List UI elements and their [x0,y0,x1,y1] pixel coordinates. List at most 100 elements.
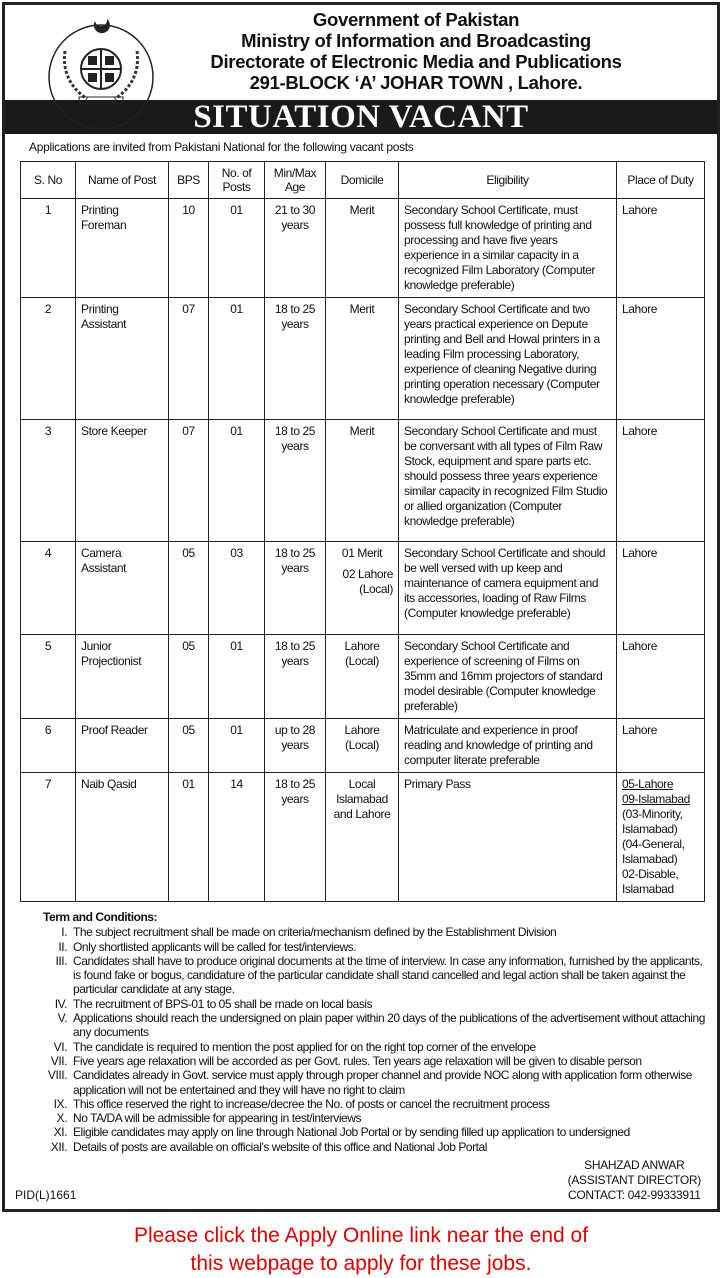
contact-number: CONTACT: 042-99333911 [567,1188,701,1203]
cell-eligibility: Secondary School Certificate, must posse… [398,198,617,298]
table-row: 3 Store Keeper 07 01 18 to 25 years Meri… [20,419,705,542]
term-item: VIII. Candidates already in Govt. service… [43,1068,713,1097]
cell-domicile: Merit [325,419,399,542]
term-item: III. Candidates shall have to produce ori… [43,954,713,997]
cell-place: Lahore [616,198,705,298]
signatory-name: SHAHZAD ANWAR [584,1158,685,1173]
term-text: Details of posts are available on offici… [73,1139,487,1154]
term-number: XI. [53,1125,68,1140]
cell-age: 18 to 25 years [264,772,326,902]
cell-post: Proof Reader [75,718,169,773]
cell-domicile: 01 Merit 02 Lahore (Local) [325,541,399,635]
cell-posts: 01 [208,634,265,719]
footer: PID(L)1661 SHAHZAD ANWAR (ASSISTANT DIRE… [15,1158,701,1203]
advertisement: Government of Pakistan Ministry of Infor… [2,2,720,1213]
domicile-merit: 01 Merit [341,546,383,560]
cell-post: Store Keeper [75,419,169,542]
cell-posts: 14 [208,772,265,902]
cell-bps: 05 [168,718,209,773]
place-islamabad: 09-Islamabad [622,792,690,806]
cell-age: 18 to 25 years [264,297,326,420]
cell-post: Printing Assistant [75,297,169,420]
table-header-row: S. No Name of Post BPS No. of Posts Min/… [20,161,705,199]
terms-title: Term and Conditions: [43,910,158,924]
cell-post: Naib Qasid [75,772,169,902]
cell-eligibility: Primary Pass [398,772,617,902]
col-header: Place of Duty [616,161,705,199]
apply-online-notice: Please click the Apply Online link near … [2,1222,720,1278]
term-text: The subject recruitment shall be made on… [73,925,557,940]
cell-posts: 03 [208,541,265,635]
cell-age: 18 to 25 years [264,419,326,542]
table-row: 6 Proof Reader 05 01 up to 28 years Laho… [20,718,705,773]
col-header: Name of Post [75,161,169,199]
table-row: 4 Camera Assistant 05 03 18 to 25 years … [20,541,705,635]
cell-posts: 01 [208,198,265,298]
term-item: VII. Five years age relaxation will be ac… [43,1054,713,1068]
cell-sno: 6 [20,718,76,773]
term-item: VI. The candidate is required to mention … [43,1040,713,1054]
cell-place: Lahore [616,634,705,719]
cell-sno: 7 [20,772,76,902]
place-disable: 02-Disable, Islamabad [622,867,679,896]
term-item: V. Applications should reach the undersig… [43,1011,713,1040]
cell-posts: 01 [208,297,265,420]
header-line-4: 291-BLOCK ‘A’ JOHAR TOWN , Lahore. [249,72,583,93]
term-text: Candidates shall have to produce origina… [73,953,703,997]
intro-text: Applications are invited from Pakistani … [29,140,414,154]
cell-sno: 2 [20,297,76,420]
term-number: I. [61,925,67,940]
col-header: BPS [168,161,209,199]
banner-title: SITUATION VACANT [5,100,717,134]
terms-and-conditions: Term and Conditions: I. The subject recru… [43,910,713,1154]
cell-bps: 05 [168,541,209,635]
cell-bps: 05 [168,634,209,719]
cell-bps: 01 [168,772,209,902]
cell-bps: 07 [168,297,209,420]
cell-sno: 4 [20,541,76,635]
place-lahore: 05-Lahore [622,777,674,791]
header: Government of Pakistan Ministry of Infor… [5,5,717,130]
signatory-title: (ASSISTANT DIRECTOR) [567,1173,702,1188]
term-text: Eligible candidates may apply on line th… [73,1125,630,1140]
term-item: IV. The recruitment of BPS-01 to 05 shall… [43,997,713,1011]
cell-age: 18 to 25 years [264,541,326,635]
cell-age: 18 to 25 years [264,634,326,719]
cell-place: Lahore [616,541,705,635]
header-line-2: Ministry of Information and Broadcasting [241,30,591,51]
term-item: II. Only shortlisted applicants will be c… [43,940,713,954]
place-general: (04-General, Islamabad) [622,837,685,866]
cell-age: up to 28 years [264,718,326,773]
place-minority: (03-Minority, Islamabad) [622,807,683,836]
col-header: No. of Posts [208,161,265,199]
cell-place: 05-Lahore 09-Islamabad (03-Minority, Isl… [616,772,705,902]
cell-age: 21 to 30 years [264,198,326,298]
cell-eligibility: Secondary School Certificate and two yea… [398,297,617,420]
term-number: IX. [53,1096,68,1111]
cell-post: Junior Projectionist [75,634,169,719]
term-item: I. The subject recruitment shall be made … [43,925,713,939]
term-text: This office reserved the right to increa… [73,1096,550,1111]
table-row: 1 Printing Foreman 10 01 21 to 30 years … [20,198,705,298]
header-line-3: Directorate of Electronic Media and Publ… [210,51,622,72]
cell-eligibility: Secondary School Certificate and experie… [398,634,617,719]
term-number: X. [56,1111,68,1126]
signature-block: SHAHZAD ANWAR (ASSISTANT DIRECTOR) CONTA… [567,1158,702,1203]
cell-domicile: Merit [325,297,399,420]
term-text: Only shortlisted applicants will be call… [73,939,357,954]
term-text: Five years age relaxation will be accord… [73,1053,642,1068]
cell-post: Printing Foreman [75,198,169,298]
term-number: XII. [50,1139,68,1154]
cell-place: Lahore [616,297,705,420]
col-header: Domicile [325,161,399,199]
cell-eligibility: Secondary School Certificate and must be… [398,419,617,542]
cell-domicile: Lahore (Local) [325,634,399,719]
table-row: 7 Naib Qasid 01 14 18 to 25 years Local … [20,772,705,902]
table-row: 5 Junior Projectionist 05 01 18 to 25 ye… [20,634,705,719]
term-number: VII. [50,1053,68,1068]
term-item: X. No TA/DA will be admissible for appear… [43,1111,713,1125]
notice-line-1: Please click the Apply Online link near … [133,1224,589,1248]
cell-place: Lahore [616,419,705,542]
cell-bps: 10 [168,198,209,298]
vacancy-table: S. No Name of Post BPS No. of Posts Min/… [20,161,705,902]
